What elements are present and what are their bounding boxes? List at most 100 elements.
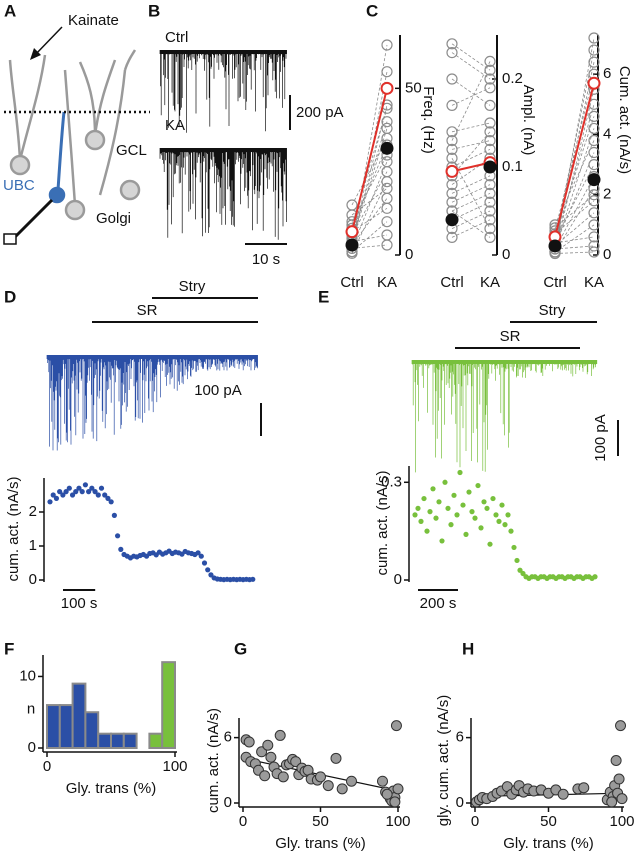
y-axis-label: Ampl. (nA) xyxy=(520,85,537,156)
data-point xyxy=(57,489,63,495)
y-tick-label: 0.3 xyxy=(381,473,402,490)
cell xyxy=(84,129,106,151)
x-tick-label: 50 xyxy=(540,813,557,830)
pair-point xyxy=(588,219,600,231)
data-point xyxy=(424,528,430,534)
data-point xyxy=(381,788,393,800)
y-axis-label: cum. act. (nA/s) xyxy=(205,708,222,813)
y-tick-label: 4 xyxy=(603,125,611,142)
data-point xyxy=(613,773,625,785)
pair-point xyxy=(588,195,600,207)
panel-letter: C xyxy=(366,1,378,20)
pair-point xyxy=(484,231,496,243)
y-tick-label: 2 xyxy=(29,503,37,520)
pair-line xyxy=(451,140,491,150)
pair-line xyxy=(554,188,595,253)
data-point xyxy=(460,502,466,508)
data-point xyxy=(250,576,256,582)
pair-line xyxy=(451,122,491,133)
data-point xyxy=(616,793,628,805)
data-point xyxy=(436,499,442,505)
data-point xyxy=(346,775,357,787)
x-axis-label: Gly. trans (%) xyxy=(503,835,594,852)
mean-point xyxy=(345,238,359,252)
x-axis-label: Gly. trans (%) xyxy=(66,780,157,797)
pair-point xyxy=(381,202,393,214)
pair-point xyxy=(484,214,496,226)
pair-point xyxy=(588,32,600,44)
arrowhead xyxy=(30,48,41,60)
data-point xyxy=(89,485,95,491)
pair-point xyxy=(484,64,496,76)
example-point xyxy=(345,225,359,239)
pair-line xyxy=(554,104,595,244)
data-point xyxy=(322,780,334,792)
pair-point xyxy=(588,110,600,122)
pair-point xyxy=(446,187,458,199)
pair-line xyxy=(351,121,388,239)
data-point xyxy=(442,479,448,485)
data-point xyxy=(63,489,69,495)
pair-point xyxy=(446,99,458,112)
pair-point xyxy=(446,38,458,50)
diagram-label: GCL xyxy=(116,142,147,159)
pair-point xyxy=(484,126,496,138)
data-point xyxy=(415,505,421,511)
data-point xyxy=(499,502,505,508)
y-tick-label: 0 xyxy=(456,794,464,811)
pair-line xyxy=(554,236,595,244)
data-point xyxy=(511,544,517,551)
pair-point xyxy=(381,216,393,228)
pair-point xyxy=(484,205,496,217)
diagram-label: Golgi xyxy=(96,210,131,227)
y-tick-label: 0 xyxy=(603,246,611,263)
pair-point xyxy=(588,44,600,56)
data-point xyxy=(493,512,499,518)
y-tick-label: 6 xyxy=(603,65,611,82)
data-point xyxy=(277,771,289,783)
example-line xyxy=(554,82,595,238)
x-tick-label: KA xyxy=(377,274,397,291)
data-point xyxy=(50,492,56,498)
pair-point xyxy=(446,126,458,138)
cell xyxy=(119,179,141,201)
pair-line xyxy=(451,78,491,106)
bar xyxy=(46,704,61,749)
y-axis-label: cum. act. (nA/s) xyxy=(5,476,22,581)
data-point xyxy=(484,505,490,511)
pair-point xyxy=(381,66,393,78)
pair-point xyxy=(484,187,496,199)
pair-line xyxy=(351,234,388,243)
data-point xyxy=(463,531,469,538)
pair-point xyxy=(484,143,496,155)
scale-label: 200 pA xyxy=(296,104,344,121)
pair-point xyxy=(381,116,393,128)
data-point xyxy=(448,522,454,528)
example-point xyxy=(445,164,459,178)
pair-point xyxy=(381,39,393,51)
data-point xyxy=(430,486,436,492)
pair-point xyxy=(446,143,458,155)
dendrite xyxy=(18,54,47,161)
example-line xyxy=(351,88,388,232)
pair-line xyxy=(554,245,595,250)
x-tick-label: 100 xyxy=(162,758,187,775)
data-point xyxy=(86,489,92,495)
pair-line xyxy=(554,200,595,235)
pair-line xyxy=(554,194,595,229)
pair-point xyxy=(446,135,458,147)
data-point xyxy=(466,489,472,495)
data-point xyxy=(421,495,427,502)
scale-label: 100 pA xyxy=(592,414,609,462)
data-point xyxy=(79,489,85,495)
pair-line xyxy=(451,210,491,238)
pair-line xyxy=(554,152,595,247)
data-point xyxy=(557,788,569,800)
y-axis-label: gly. cum. act. (nA/s) xyxy=(435,695,452,826)
x-tick-label: KA xyxy=(584,274,604,291)
y-axis-label: cum. act. (nA/s) xyxy=(374,470,391,575)
y-tick-label: 0 xyxy=(502,246,510,263)
y-tick-label: 2 xyxy=(603,186,611,203)
data-point xyxy=(259,770,271,782)
pipette xyxy=(12,198,54,240)
